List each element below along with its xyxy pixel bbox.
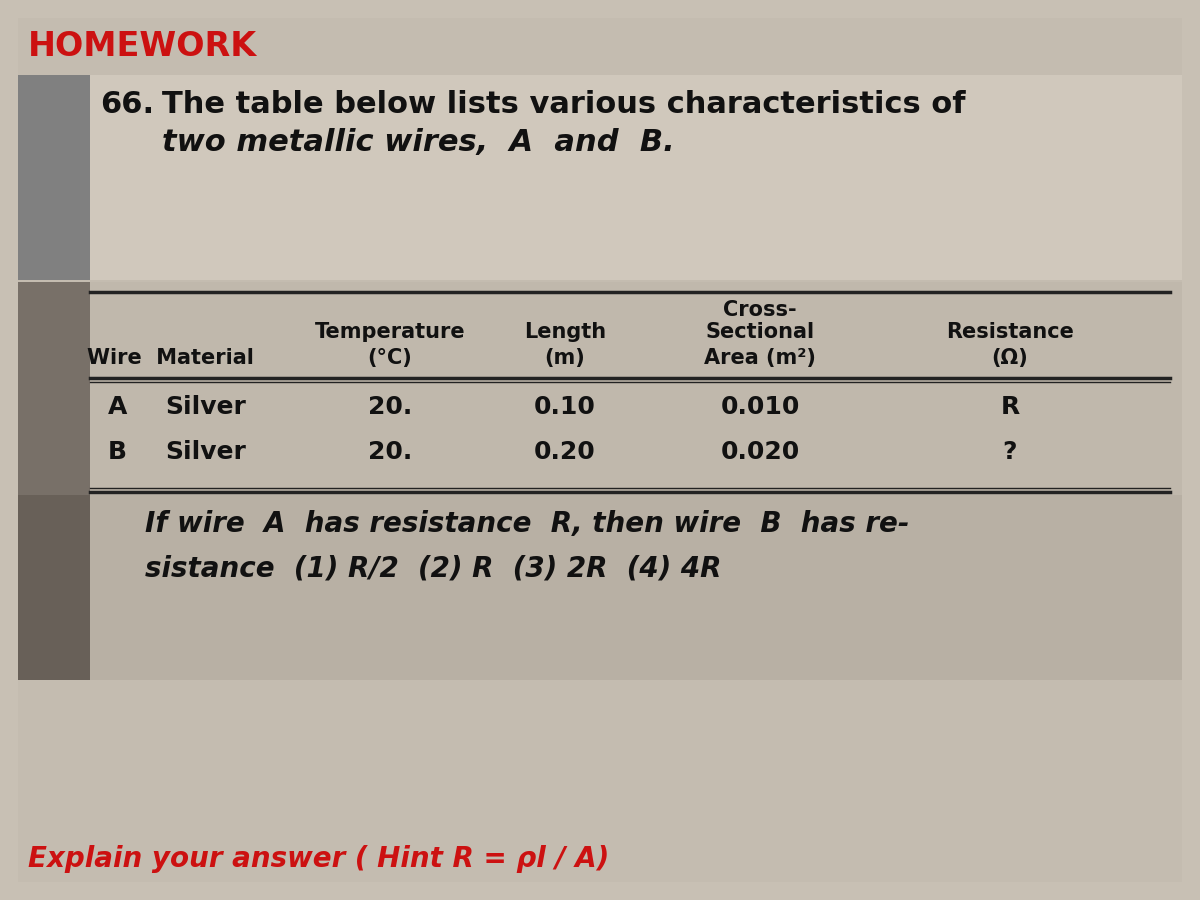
Text: Silver: Silver xyxy=(166,440,246,464)
Text: sistance  (1) R/2  (2) R  (3) 2R  (4) 4R: sistance (1) R/2 (2) R (3) 2R (4) 4R xyxy=(145,555,721,583)
Text: Wire  Material: Wire Material xyxy=(86,348,253,368)
Text: Temperature: Temperature xyxy=(314,322,466,342)
Text: (Ω): (Ω) xyxy=(991,348,1028,368)
Bar xyxy=(18,282,90,592)
Text: two metallic wires,  A  and  B.: two metallic wires, A and B. xyxy=(162,128,674,157)
Text: Explain your answer ( Hint R = ρl / A): Explain your answer ( Hint R = ρl / A) xyxy=(28,845,610,873)
Text: If wire  A  has resistance  R​, then wire  B  has re-: If wire A has resistance R​, then wire B… xyxy=(145,510,910,538)
Bar xyxy=(18,495,90,680)
Text: B: B xyxy=(108,440,127,464)
Text: R: R xyxy=(1001,395,1020,419)
Text: (m): (m) xyxy=(545,348,586,368)
Text: Length: Length xyxy=(524,322,606,342)
Text: Sectional: Sectional xyxy=(706,322,815,342)
Text: Silver: Silver xyxy=(166,395,246,419)
Bar xyxy=(90,495,1182,680)
Text: 20.: 20. xyxy=(368,440,412,464)
Text: 0.10: 0.10 xyxy=(534,395,596,419)
Text: 0.010: 0.010 xyxy=(720,395,799,419)
Text: 20.: 20. xyxy=(368,395,412,419)
Text: A: A xyxy=(108,395,127,419)
Bar xyxy=(18,75,90,280)
Text: Area (m²): Area (m²) xyxy=(704,348,816,368)
Bar xyxy=(18,282,1182,592)
Text: HOMEWORK: HOMEWORK xyxy=(28,30,257,63)
Text: (°C): (°C) xyxy=(367,348,413,368)
Text: The table below lists various characteristics of: The table below lists various characteri… xyxy=(162,90,966,119)
Bar xyxy=(90,75,1182,280)
Text: 66.: 66. xyxy=(100,90,154,119)
Text: ?: ? xyxy=(1003,440,1018,464)
Text: 0.020: 0.020 xyxy=(720,440,799,464)
Text: Resistance: Resistance xyxy=(946,322,1074,342)
Text: 0.20: 0.20 xyxy=(534,440,596,464)
Text: Cross-: Cross- xyxy=(724,300,797,320)
